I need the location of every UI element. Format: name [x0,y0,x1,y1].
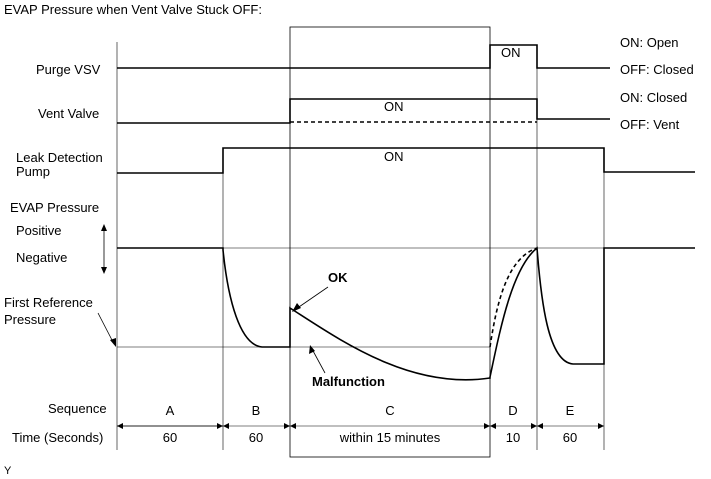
diagram-title: EVAP Pressure when Vent Valve Stuck OFF: [4,2,262,17]
sequence-e: E [566,403,575,418]
malfunction-arrow-icon [309,345,326,374]
vent-legend-on: ON: Closed [620,90,687,105]
purge-legend-off: OFF: Closed [620,62,694,77]
purge-vsv-signal [117,44,610,69]
updown-arrow-icon [101,224,107,274]
sequence-arrows [117,423,604,429]
first-ref-label-1: First Reference [4,295,93,310]
time-a: 60 [163,430,177,445]
purge-legend-on: ON: Open [620,35,679,50]
section-c-box [289,26,491,458]
first-ref-arrow-icon [97,312,116,347]
time-label: Time (Seconds) [12,430,103,445]
sequence-c: C [385,403,394,418]
negative-label: Negative [16,250,67,265]
vent-valve-label: Vent Valve [38,106,99,121]
time-b: 60 [249,430,263,445]
time-e: 60 [563,430,577,445]
leak-pump-label-2: Pump [16,164,50,179]
malfunction-annotation: Malfunction [312,374,385,389]
figure-id: Y [4,465,12,477]
purge-vsv-label: Purge VSV [36,62,101,77]
sequence-a: A [166,403,175,418]
vent-valve-on-label: ON [384,99,404,114]
sequence-d: D [508,403,517,418]
evap-pressure-label: EVAP Pressure [10,200,99,215]
ok-annotation: OK [328,270,348,285]
time-d: 10 [506,430,520,445]
evap-pressure-curve [117,246,695,381]
vent-legend-off: OFF: Vent [620,117,680,132]
sequence-label: Sequence [48,401,107,416]
first-ref-label-2: Pressure [4,312,56,327]
leak-pump-label-1: Leak Detection [16,150,103,165]
leak-pump-on-label: ON [384,149,404,164]
purge-vsv-on-label: ON [501,45,521,60]
time-c: within 15 minutes [339,430,441,445]
ok-arrow-icon [292,286,329,312]
positive-label: Positive [16,223,62,238]
sequence-b: B [252,403,261,418]
evap-malfunction-rise [489,247,538,348]
vent-valve-signal [117,98,610,124]
leak-pump-signal [117,147,695,174]
